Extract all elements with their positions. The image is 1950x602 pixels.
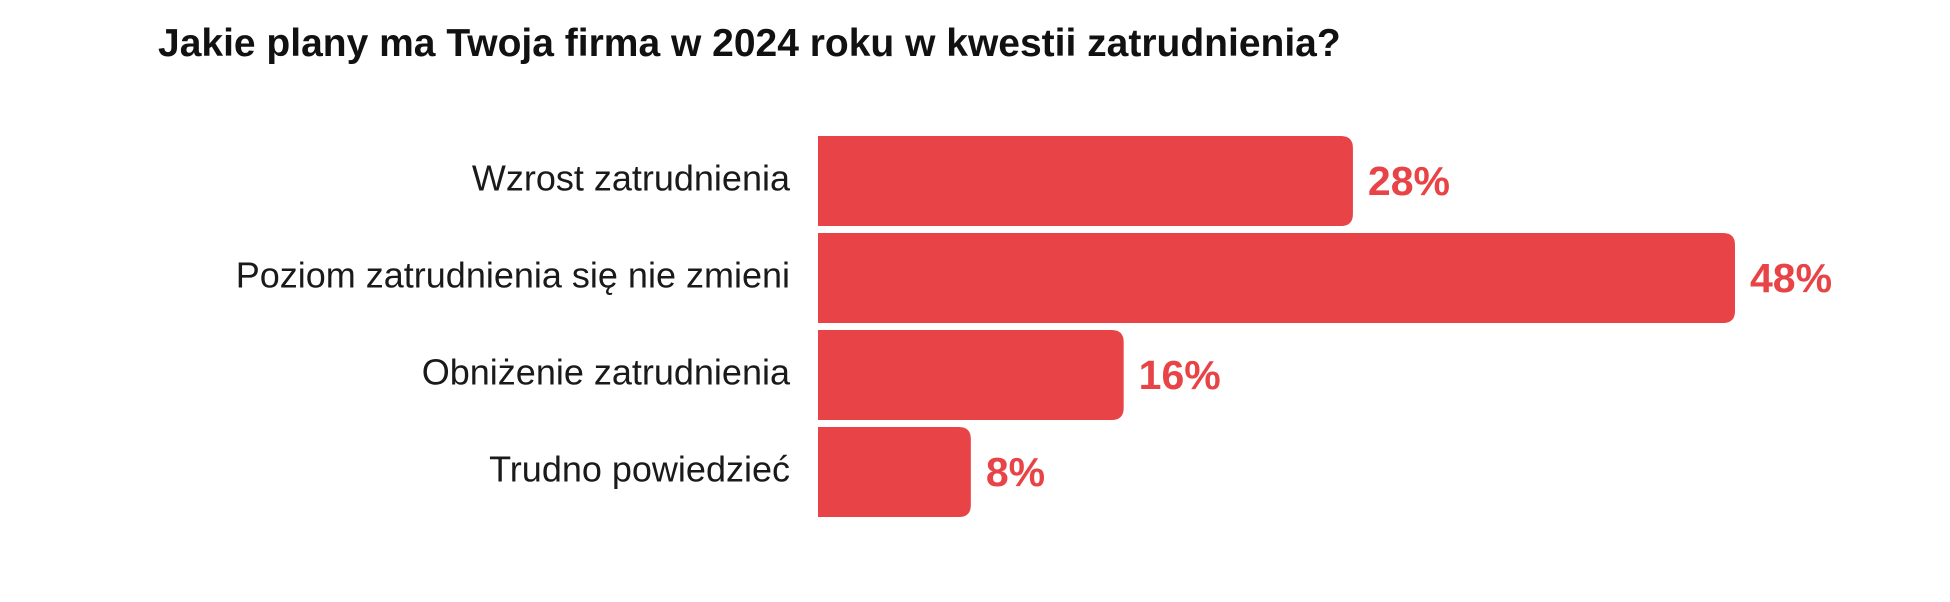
bar [818,427,971,517]
bar-row: Poziom zatrudnienia się nie zmieni 48% [236,233,1832,323]
value-label: 16% [1139,352,1221,398]
bar-row: Trudno powiedzieć 8% [489,427,1045,517]
chart-title: Jakie plany ma Twoja firma w 2024 roku w… [158,22,1341,65]
category-label: Obniżenie zatrudnienia [422,352,791,393]
bar [818,330,1124,420]
bar [818,136,1353,226]
bar-row: Wzrost zatrudnienia 28% [472,136,1450,226]
bar [818,233,1735,323]
value-label: 8% [986,449,1045,495]
value-label: 28% [1368,158,1450,204]
category-label: Trudno powiedzieć [489,449,790,490]
category-label: Wzrost zatrudnienia [472,158,791,199]
category-label: Poziom zatrudnienia się nie zmieni [236,255,790,296]
bar-row: Obniżenie zatrudnienia 16% [422,330,1221,420]
value-label: 48% [1750,255,1832,301]
